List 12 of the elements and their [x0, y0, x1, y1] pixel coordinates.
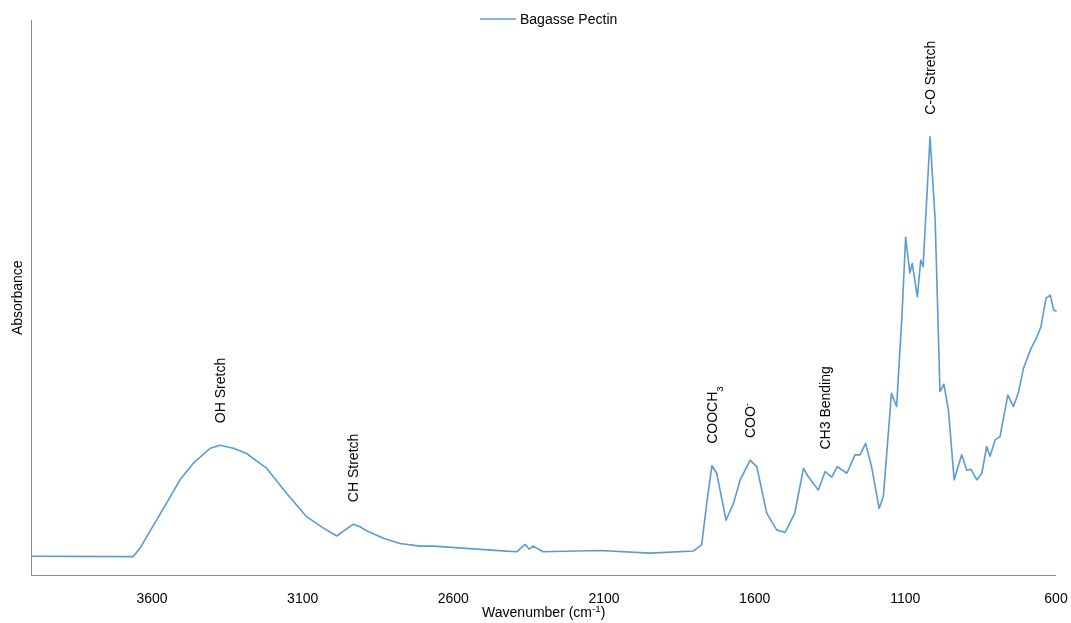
x-tick-label: 600 — [1044, 589, 1068, 606]
y-axis-title: Absorbance — [9, 260, 25, 336]
annotation: CH Stretch — [345, 433, 362, 503]
x-tick-label: 2600 — [437, 589, 470, 606]
annotation: C-O Stretch — [922, 40, 939, 115]
x-tick-label: 3600 — [136, 589, 168, 606]
x-tick-label: 1600 — [739, 589, 771, 606]
x-tick-label: 3100 — [287, 589, 319, 606]
annotation: CH3 Bending — [817, 366, 834, 450]
x-tick-label: 1100 — [890, 589, 921, 606]
annotation: OH Sretch — [212, 357, 229, 424]
legend-label: Bagasse Pectin — [520, 11, 618, 27]
